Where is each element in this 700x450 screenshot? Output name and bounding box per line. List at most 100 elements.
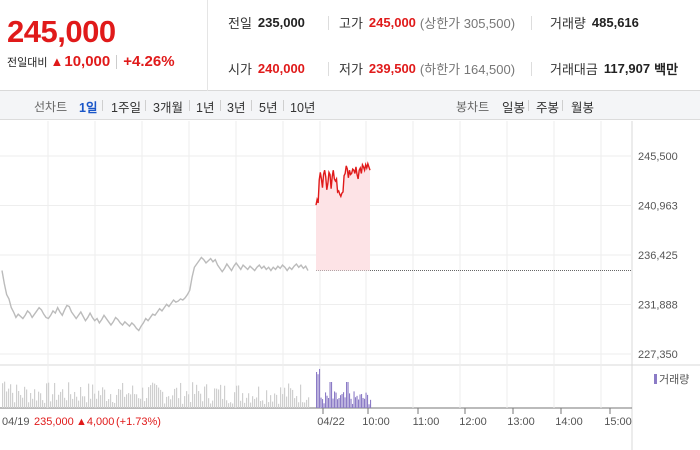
volume-bar-prev (74, 391, 76, 408)
volume-bar-today (358, 399, 360, 408)
period-3y[interactable]: 3년 (227, 101, 246, 115)
volume-bar-today (346, 382, 348, 408)
y-tick-label: 245,500 (638, 151, 678, 163)
today-price-line (315, 161, 371, 206)
volume-bar-today (370, 399, 372, 408)
volume-bar-today (350, 398, 352, 408)
volume-bar-prev (292, 389, 294, 408)
volume-bar-prev (44, 402, 46, 408)
volume-legend-swatch (654, 374, 657, 384)
volume-bar-prev (102, 387, 104, 408)
period-5y[interactable]: 5년 (259, 101, 278, 115)
volume-bar-prev (134, 394, 136, 408)
volume-bar-prev (186, 391, 188, 408)
candle-monthly[interactable]: 월봉 (571, 101, 595, 115)
volume-bar-prev (48, 382, 50, 408)
volume-bar-prev (64, 397, 66, 408)
volume-bar-prev (146, 398, 148, 408)
volume-bar-today (341, 393, 343, 408)
y-tick-label: 240,963 (638, 200, 678, 212)
volume-bar-prev (194, 393, 196, 408)
volume-bar-prev (154, 383, 156, 408)
volume-bar-prev (86, 402, 88, 408)
volume-bar-prev (288, 383, 290, 408)
volume-bar-prev (20, 394, 22, 408)
line-chart-label: 선차트 (34, 100, 68, 114)
volume-bar-prev (256, 397, 258, 408)
volume-bar-prev (60, 391, 62, 408)
volume-bar-prev (70, 394, 72, 408)
volume-bar-prev (132, 385, 134, 408)
x-tick-label: 15:00 (604, 416, 632, 428)
low-label: 저가 (339, 62, 363, 77)
volume-bar-prev (248, 393, 250, 408)
volume-bar-prev (162, 391, 164, 408)
volume-bar-prev (28, 402, 30, 408)
open-value: 240,000 (257, 61, 305, 76)
period-3m[interactable]: 3개월 (153, 101, 183, 115)
volume-bar-prev (14, 402, 16, 408)
volume-bar-prev (148, 387, 150, 408)
volume-bar-prev (112, 402, 114, 408)
volume-bar-prev (206, 384, 208, 408)
period-1y[interactable]: 1년 (196, 101, 215, 115)
volume-bar-prev (266, 390, 268, 408)
stats-row-2: 시가 240,000 저가 239,500 (하한가 164,500) 거래대금… (208, 46, 700, 91)
volume-bar-prev (204, 386, 206, 408)
price-summary: 245,000 전일대비 ▲ 10,000 +4.26% (0, 0, 208, 91)
volume-bar-prev (32, 398, 34, 408)
volume-bar-today (334, 391, 336, 408)
volume-bar-today (328, 398, 330, 408)
amount-stat: 거래대금 117,907 백만 (550, 59, 678, 78)
today-area-fill (316, 163, 370, 271)
volume-bar-prev (240, 400, 242, 408)
volume-bar-today (368, 404, 370, 408)
volume-bar-prev (62, 389, 64, 408)
change-value: 10,000 (64, 53, 111, 70)
volume-bar-prev (300, 384, 302, 408)
volume-bar-prev (8, 388, 10, 408)
volume-bar-prev (156, 385, 158, 408)
volume-bar-today (356, 395, 358, 408)
volume-bar-prev (242, 393, 244, 408)
prev-day-line (1, 256, 309, 332)
divider (145, 100, 146, 111)
period-1w[interactable]: 1주일 (111, 101, 141, 115)
up-arrow-icon: ▲ (50, 54, 64, 69)
period-1d[interactable]: 1일 (79, 101, 98, 115)
period-10y[interactable]: 10년 (290, 101, 316, 115)
volume-bar-prev (280, 387, 282, 408)
divider (283, 100, 284, 111)
volume-bar-prev (188, 394, 190, 408)
x-tick-label: 13:00 (507, 416, 535, 428)
volume-bar-prev (116, 394, 118, 408)
volume-bar-today (359, 394, 361, 408)
low-value: 239,500 (368, 61, 416, 76)
volume-bar-today (367, 394, 369, 408)
volume-bar-prev (30, 393, 32, 408)
volume-bar-prev (270, 395, 272, 408)
volume-bar-prev (258, 386, 260, 408)
volume-bar-prev (244, 402, 246, 408)
volume-bar-prev (36, 400, 38, 408)
volume-bar-prev (278, 403, 280, 408)
volume-bar-prev (238, 385, 240, 408)
candle-weekly[interactable]: 주봉 (536, 101, 560, 115)
open-label: 시가 (228, 62, 252, 77)
volume-bar-today (322, 399, 324, 408)
volume-bar-prev (220, 384, 222, 408)
intraday-chart[interactable]: 245,500 240,963 236,425 231,888 227,350 04/2… (0, 121, 700, 450)
volume-bar-prev (120, 389, 122, 408)
divider (102, 100, 103, 111)
volume-bar-prev (72, 398, 74, 408)
candle-daily[interactable]: 일봉 (502, 101, 526, 115)
volume-bar-prev (286, 396, 288, 408)
volume-bar-prev (66, 400, 68, 408)
divider (528, 100, 529, 111)
volume-bar-prev (246, 397, 248, 408)
volume-bar-prev (308, 397, 310, 408)
volume-bar-prev (118, 389, 120, 408)
x-tick-label: 11:00 (413, 416, 440, 428)
high-value: 245,000 (368, 15, 416, 30)
volume-bar-prev (198, 391, 200, 408)
